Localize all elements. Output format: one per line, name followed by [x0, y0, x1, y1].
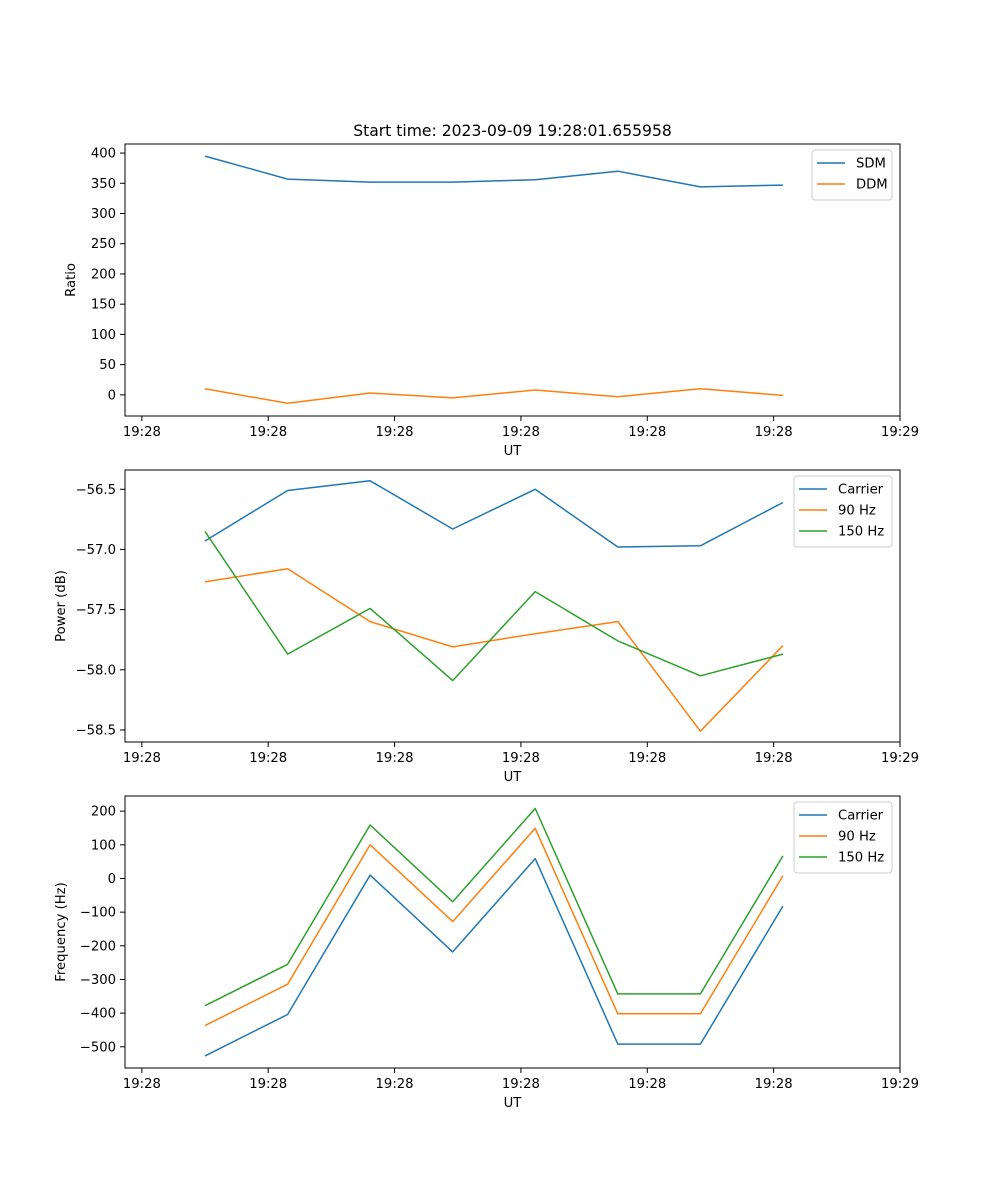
series-line-carrier [204, 480, 784, 548]
chart-title: Start time: 2023-09-09 19:28:01.655958 [353, 122, 672, 140]
legend-frame [793, 475, 893, 548]
x-tick-label: 19:28 [502, 425, 540, 440]
x-axis-label: UT [504, 1096, 523, 1111]
y-tick-label: −100 [80, 906, 116, 921]
subplot-frequency: UT Frequency (Hz) 19:28 19:28 19:28 19:28 19… [54, 795, 919, 1111]
legend: SDM DDM [811, 149, 893, 201]
y-tick-label: 400 [91, 147, 116, 162]
y-tick-label: −300 [80, 973, 116, 988]
legend: Carrier 90 Hz 150 Hz [793, 801, 893, 874]
legend-label: 150 Hz [838, 851, 884, 866]
y-axis-label: Ratio [64, 263, 79, 297]
x-tick-label: 19:28 [755, 425, 793, 440]
y-tick-label: 0 [108, 388, 116, 403]
y-axis-label: Power (dB) [54, 570, 69, 642]
x-tick-label: 19:28 [755, 1077, 793, 1092]
y-tick-label: 300 [91, 207, 116, 222]
series-line-150-hz [204, 807, 784, 1007]
x-tick-label: 19:28 [376, 425, 414, 440]
subplot-ratio: Start time: 2023-09-09 19:28:01.655958 U… [64, 122, 919, 459]
x-tick-label: 19:28 [502, 1077, 540, 1092]
y-tick-label: −58.5 [76, 723, 116, 738]
x-tick-label: 19:28 [123, 751, 161, 766]
y-tick-label: 200 [91, 267, 116, 282]
legend-frame [793, 801, 893, 874]
y-tick-label: 350 [91, 177, 116, 192]
x-tick-label: 19:28 [376, 751, 414, 766]
x-tick-label: 19:28 [376, 1077, 414, 1092]
y-axis-label: Frequency (Hz) [54, 882, 69, 981]
plot-area-frame [124, 143, 901, 417]
legend-label: SDM [856, 157, 886, 172]
x-tick-label: 19:28 [628, 1077, 666, 1092]
y-tick-label: 200 [91, 805, 116, 820]
y-tick-label: −500 [80, 1040, 116, 1055]
plot-area-frame [124, 469, 901, 743]
x-axis-label: UT [504, 770, 523, 785]
series-line-90-hz [204, 567, 784, 732]
y-tick-label: −57.0 [76, 543, 116, 558]
x-axis-label: UT [504, 444, 523, 459]
series-line-carrier [204, 857, 784, 1057]
plot-area-frame [124, 795, 901, 1069]
x-tick-label: 19:28 [123, 425, 161, 440]
series-line-sdm [204, 155, 783, 188]
x-tick-label: 19:28 [628, 751, 666, 766]
x-tick-label: 19:29 [881, 425, 919, 440]
legend-label: 90 Hz [838, 504, 876, 519]
y-tick-label: 100 [91, 328, 116, 343]
x-tick-label: 19:28 [249, 1077, 287, 1092]
x-tick-label: 19:28 [628, 425, 666, 440]
legend-label: Carrier [838, 809, 884, 824]
x-tick-label: 19:28 [123, 1077, 161, 1092]
legend-label: 150 Hz [838, 525, 884, 540]
series-line-150-hz [204, 530, 784, 682]
y-tick-label: −400 [80, 1007, 116, 1022]
x-tick-label: 19:29 [881, 1077, 919, 1092]
y-tick-label: −57.5 [76, 603, 116, 618]
y-tick-label: −56.5 [76, 483, 116, 498]
series-line-90-hz [204, 827, 784, 1027]
x-tick-label: 19:28 [502, 751, 540, 766]
y-tick-label: 250 [91, 237, 116, 252]
y-tick-label: 0 [108, 872, 116, 887]
y-tick-label: 100 [91, 838, 116, 853]
x-tick-label: 19:28 [249, 425, 287, 440]
x-tick-label: 19:28 [755, 751, 793, 766]
series-line-ddm [204, 388, 783, 405]
y-tick-label: −200 [80, 939, 116, 954]
subplot-power: UT Power (dB) 19:28 19:28 19:28 19:28 19:28 1… [54, 469, 919, 785]
x-tick-label: 19:28 [249, 751, 287, 766]
legend-label: Carrier [838, 483, 884, 498]
legend-label: 90 Hz [838, 830, 876, 845]
legend: Carrier 90 Hz 150 Hz [793, 475, 893, 548]
legend-label: DDM [856, 178, 888, 193]
x-tick-label: 19:29 [881, 751, 919, 766]
y-tick-label: 50 [99, 358, 116, 373]
y-tick-label: −58.0 [76, 663, 116, 678]
y-tick-label: 150 [91, 298, 116, 313]
